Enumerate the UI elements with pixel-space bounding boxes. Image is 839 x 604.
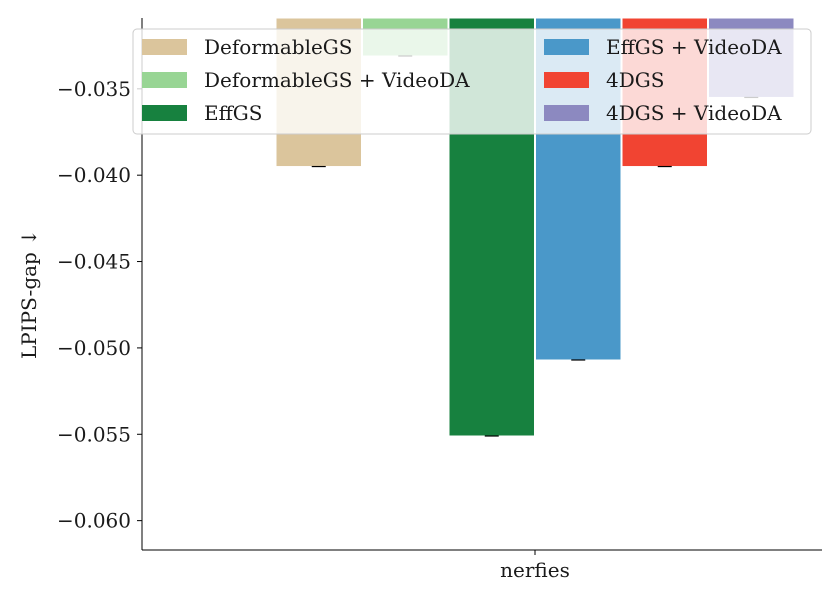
axes-layer: −0.035 −0.040 −0.045 −0.050 −0.055 −0.060 nerf…	[17, 18, 822, 582]
legend-swatch	[142, 105, 187, 121]
y-tick-label: −0.055	[57, 422, 131, 446]
legend-label: DeformableGS	[204, 35, 352, 59]
legend-swatch	[544, 39, 589, 55]
legend: DeformableGS DeformableGS + VideoDA EffGS E…	[132, 28, 812, 135]
y-tick-label: −0.050	[57, 336, 131, 360]
legend-swatch	[544, 72, 589, 88]
legend-swatch	[142, 39, 187, 55]
legend-swatch	[142, 72, 187, 88]
y-tick-label: −0.040	[57, 163, 131, 187]
legend-label: DeformableGS + VideoDA	[204, 68, 470, 92]
legend-swatch	[544, 105, 589, 121]
y-tick-label: −0.060	[57, 509, 131, 533]
y-tick-label: −0.035	[57, 77, 131, 101]
x-tick-label: nerfies	[500, 558, 570, 582]
legend-label: EffGS	[204, 101, 263, 125]
legend-label: EffGS + VideoDA	[606, 35, 782, 59]
legend-box	[132, 28, 812, 135]
y-tick-label: −0.045	[57, 250, 131, 274]
legend-label: 4DGS	[606, 68, 664, 92]
legend-label: 4DGS + VideoDA	[606, 101, 782, 125]
y-axis-label: LPIPS-gap ↓	[17, 229, 41, 359]
